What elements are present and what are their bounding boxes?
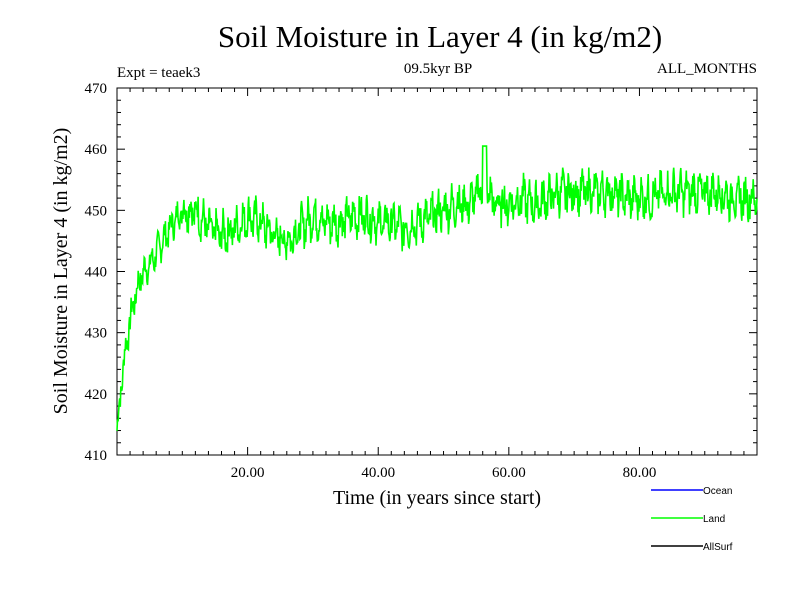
y-tick-label: 440 — [85, 265, 108, 281]
y-tick-label: 470 — [85, 81, 108, 97]
legend-label-ocean: Ocean — [703, 486, 732, 497]
x-tick-label: 20.00 — [231, 465, 265, 481]
x-axis-label: Time (in years since start) — [333, 487, 541, 509]
legend-label-allsurf: AllSurf — [703, 542, 733, 553]
y-tick-label: 420 — [85, 387, 108, 403]
y-axis: 410 420 430 440 450 460 470 — [85, 81, 757, 464]
x-tick-label: 40.00 — [361, 465, 395, 481]
y-axis-label: Soil Moisture in Layer 4 (in kg/m2) — [50, 128, 72, 415]
plot-area — [116, 87, 758, 456]
y-tick-label: 430 — [85, 326, 108, 342]
land-series-line — [116, 145, 758, 431]
y-tick-label: 450 — [85, 203, 108, 219]
legend: Ocean Land AllSurf — [651, 486, 733, 553]
legend-label-land: Land — [703, 514, 725, 525]
chart-title: Soil Moisture in Layer 4 (in kg/m2) — [218, 19, 662, 54]
experiment-label: Expt = teaek3 — [117, 65, 200, 81]
y-tick-label: 410 — [85, 448, 108, 464]
x-axis: 20.00 40.00 60.00 80.00 — [129, 88, 745, 481]
x-tick-label: 60.00 — [492, 465, 526, 481]
x-tick-label: 80.00 — [623, 465, 657, 481]
months-label: ALL_MONTHS — [657, 61, 757, 77]
y-tick-label: 460 — [85, 142, 108, 158]
period-label: 09.5kyr BP — [404, 61, 472, 77]
